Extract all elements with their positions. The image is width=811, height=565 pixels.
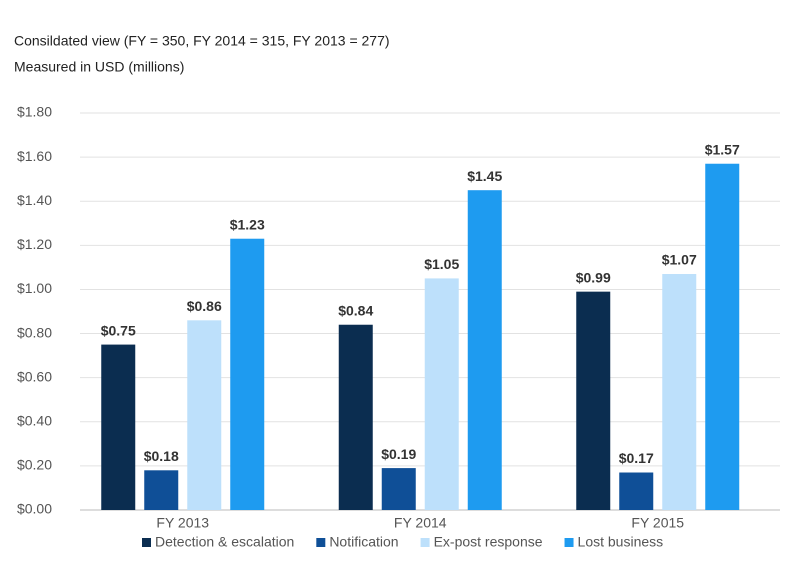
- value-label: $0.17: [619, 450, 654, 466]
- y-tick-label: $1.80: [17, 104, 52, 120]
- bar: [187, 320, 222, 510]
- chart-subtitle: Measured in USD (millions): [14, 59, 184, 75]
- y-tick-label: $0.40: [17, 412, 52, 428]
- bar: [705, 163, 740, 510]
- y-tick-label: $0.20: [17, 457, 52, 473]
- legend-label: Notification: [329, 534, 398, 550]
- bar: [101, 344, 136, 510]
- x-tick-label: FY 2014: [394, 515, 447, 531]
- value-label: $0.18: [144, 448, 179, 464]
- legend-swatch: [420, 538, 430, 547]
- y-tick-label: $0.80: [17, 324, 52, 340]
- x-tick-label: FY 2015: [631, 515, 684, 531]
- legend-swatch: [564, 538, 574, 547]
- y-tick-label: $1.20: [17, 236, 52, 252]
- bar: [467, 190, 502, 510]
- x-tick-label: FY 2013: [156, 515, 209, 531]
- value-label: $1.07: [662, 252, 697, 268]
- value-label: $0.99: [576, 269, 611, 285]
- y-tick-label: $1.60: [17, 148, 52, 164]
- value-label: $0.86: [187, 298, 222, 314]
- value-label: $1.57: [705, 141, 740, 157]
- legend-label: Ex-post response: [434, 534, 543, 550]
- legend-swatch: [142, 538, 151, 547]
- y-tick-label: $0.60: [17, 368, 52, 384]
- bar: [619, 472, 654, 510]
- bar: [230, 238, 265, 510]
- legend-label: Detection & escalation: [155, 534, 294, 550]
- bar: [338, 324, 373, 510]
- y-tick-label: $1.40: [17, 192, 52, 208]
- value-label: $0.19: [381, 446, 416, 462]
- value-label: $0.75: [101, 322, 136, 338]
- bar: [381, 468, 416, 510]
- bar: [424, 278, 459, 510]
- value-label: $1.05: [424, 256, 459, 272]
- legend-label: Lost business: [578, 534, 664, 550]
- y-tick-label: $1.00: [17, 280, 52, 296]
- bar: [662, 274, 697, 510]
- bar: [144, 470, 179, 510]
- y-tick-label: $0.00: [17, 501, 52, 517]
- legend-swatch: [316, 538, 326, 547]
- bar: [576, 291, 611, 510]
- value-label: $0.84: [338, 302, 373, 318]
- value-label: $1.45: [467, 168, 502, 184]
- value-label: $1.23: [230, 216, 265, 232]
- chart-title: Consildated view (FY = 350, FY 2014 = 31…: [14, 33, 390, 49]
